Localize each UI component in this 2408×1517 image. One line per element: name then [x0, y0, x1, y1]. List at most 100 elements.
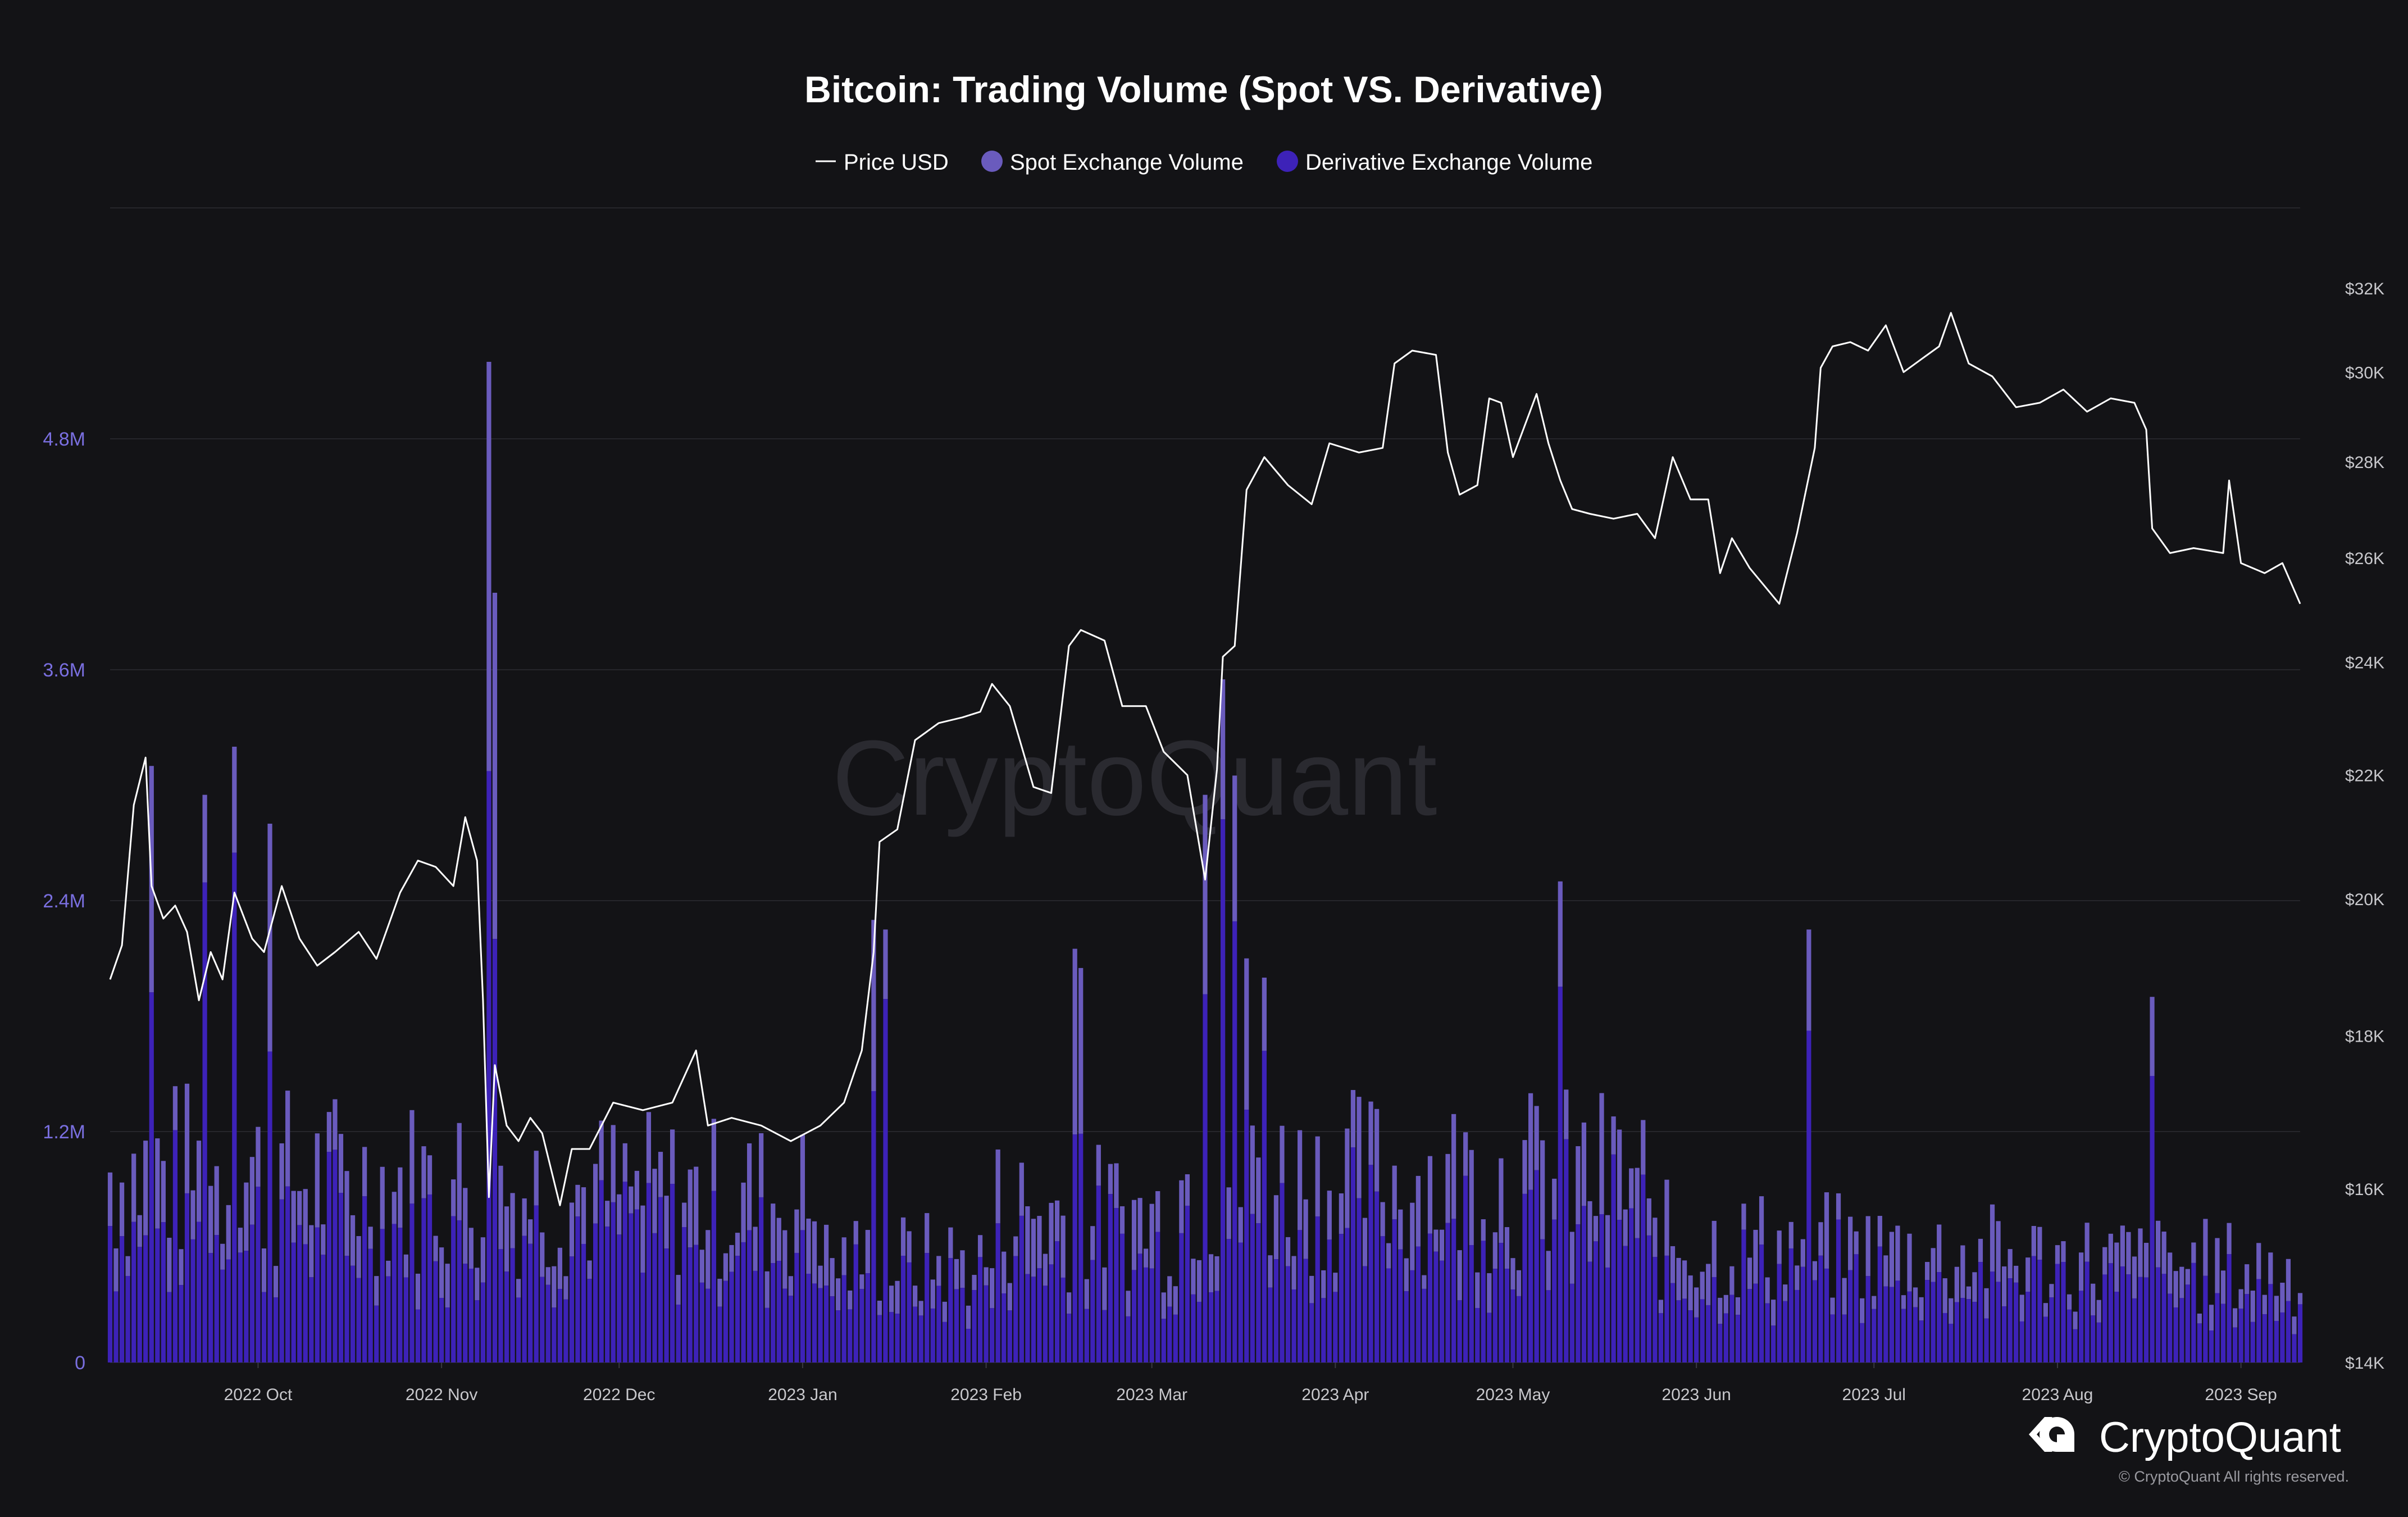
- derivative-volume-bar: [836, 1310, 841, 1362]
- legend-label-spot: Spot Exchange Volume: [1010, 150, 1244, 175]
- derivative-volume-bar: [143, 1235, 148, 1362]
- derivative-volume-bar: [1350, 1147, 1356, 1362]
- spot-volume-bar: [925, 1213, 930, 1253]
- legend-item-derivative[interactable]: Derivative Exchange Volume: [1277, 150, 1592, 175]
- legend-item-price[interactable]: Price USD: [816, 150, 949, 175]
- spot-volume-bar: [599, 1120, 604, 1180]
- derivative-volume-bar: [1800, 1266, 1805, 1362]
- spot-volume-bar: [1611, 1116, 1616, 1155]
- y-right-tick-label: $14K: [2345, 1354, 2384, 1373]
- derivative-volume-bar: [1463, 1175, 1468, 1362]
- spot-volume-bar: [380, 1166, 385, 1229]
- derivative-volume-bar: [2245, 1294, 2250, 1362]
- spot-volume-bar: [2091, 1283, 2096, 1316]
- spot-volume-bar: [2114, 1242, 2119, 1292]
- x-tick-label: 2023 Aug: [2022, 1386, 2093, 1404]
- spot-volume-bar: [753, 1227, 758, 1271]
- spot-volume-bar: [1800, 1239, 1805, 1267]
- spot-volume-bar: [1339, 1193, 1344, 1234]
- derivative-volume-bar: [1268, 1287, 1273, 1362]
- spot-volume-bar: [1771, 1300, 1776, 1326]
- derivative-volume-bar: [1658, 1313, 1664, 1362]
- derivative-volume-bar: [1510, 1289, 1515, 1362]
- spot-volume-bar: [1818, 1222, 1823, 1256]
- spot-volume-bar: [468, 1228, 474, 1269]
- derivative-volume-bar: [1605, 1267, 1610, 1362]
- spot-volume-bar: [528, 1219, 533, 1244]
- derivative-volume-bar: [569, 1256, 575, 1362]
- spot-volume-bar: [2280, 1282, 2285, 1312]
- derivative-volume-bar: [1007, 1310, 1012, 1362]
- legend-item-spot[interactable]: Spot Exchange Volume: [981, 150, 1244, 175]
- spot-volume-bar: [238, 1228, 243, 1253]
- derivative-volume-bar: [1895, 1280, 1900, 1362]
- spot-volume-bar: [492, 593, 498, 939]
- spot-volume-bar: [1990, 1204, 1995, 1272]
- derivative-volume-bar: [238, 1252, 243, 1362]
- spot-volume-bar: [344, 1171, 349, 1256]
- derivative-volume-bar: [1593, 1241, 1599, 1362]
- derivative-volume-bar: [1439, 1260, 1445, 1362]
- spot-volume-bar: [1747, 1257, 1752, 1289]
- derivative-volume-bar: [398, 1228, 403, 1362]
- spot-volume-bar: [1487, 1273, 1492, 1313]
- derivative-volume-bar: [705, 1288, 711, 1362]
- spot-volume-bar: [2120, 1225, 2125, 1267]
- derivative-volume-bar: [1984, 1318, 1989, 1362]
- spot-volume-bar: [244, 1182, 249, 1251]
- derivative-volume-bar: [871, 1091, 876, 1362]
- spot-volume-bar: [1469, 1150, 1474, 1246]
- derivative-volume-bar: [1368, 1165, 1373, 1362]
- derivative-volume-bar: [1860, 1323, 1865, 1362]
- spot-volume-bar: [2008, 1249, 2013, 1279]
- derivative-volume-bar: [1564, 1139, 1569, 1362]
- derivative-volume-bar: [1475, 1308, 1480, 1362]
- spot-volume-bar: [516, 1279, 521, 1298]
- spot-volume-bar: [2297, 1293, 2303, 1305]
- spot-volume-bar: [658, 1152, 663, 1197]
- spot-volume-bar: [581, 1187, 586, 1244]
- derivative-volume-bar: [1576, 1224, 1581, 1362]
- spot-volume-bar: [942, 1301, 947, 1322]
- derivative-volume-bar: [1179, 1233, 1184, 1362]
- derivative-volume-bar: [2001, 1306, 2007, 1362]
- derivative-volume-bar: [859, 1289, 864, 1362]
- derivative-volume-bar: [1960, 1298, 1965, 1362]
- derivative-volume-bar: [977, 1257, 983, 1362]
- price-line: [109, 312, 2301, 1206]
- y-right-tick-label: $24K: [2345, 653, 2384, 672]
- spot-volume-bar: [2179, 1266, 2184, 1298]
- derivative-volume-bar: [1025, 1274, 1030, 1362]
- spot-volume-bar: [504, 1206, 509, 1272]
- derivative-volume-bar: [942, 1321, 947, 1362]
- spot-volume-bar: [2173, 1271, 2178, 1308]
- legend-dot-icon-derivative: [1277, 151, 1298, 172]
- derivative-volume-bar: [1706, 1305, 1711, 1362]
- spot-volume-bar: [735, 1233, 740, 1256]
- spot-volume-bar: [1422, 1275, 1427, 1289]
- derivative-volume-bar: [1889, 1287, 1894, 1362]
- derivative-volume-bar: [220, 1269, 225, 1362]
- derivative-volume-bar: [1587, 1261, 1592, 1362]
- derivative-volume-bar: [1931, 1282, 1936, 1362]
- derivative-volume-bar: [1919, 1320, 1924, 1362]
- spot-volume-bar: [2274, 1296, 2279, 1321]
- spot-volume-bar: [557, 1247, 562, 1289]
- derivative-volume-bar: [1451, 1219, 1456, 1362]
- spot-volume-bar: [2197, 1313, 2202, 1324]
- derivative-volume-bar: [119, 1236, 125, 1362]
- spot-volume-bar: [841, 1237, 846, 1275]
- spot-volume-bar: [2286, 1259, 2291, 1301]
- derivative-volume-bar: [1315, 1216, 1320, 1362]
- spot-volume-bar: [966, 1305, 971, 1329]
- spot-volume-bar: [1706, 1264, 1711, 1305]
- derivative-volume-bar: [918, 1315, 923, 1362]
- spot-volume-bar: [1439, 1229, 1445, 1261]
- derivative-volume-bar: [1990, 1271, 1995, 1362]
- price-line-group: [109, 312, 2301, 1206]
- derivative-volume-bar: [1788, 1248, 1794, 1362]
- derivative-volume-bar: [2084, 1261, 2090, 1362]
- spot-volume-bar: [1759, 1196, 1764, 1245]
- derivative-volume-bar: [1546, 1290, 1551, 1362]
- spot-volume-bar: [1510, 1258, 1515, 1290]
